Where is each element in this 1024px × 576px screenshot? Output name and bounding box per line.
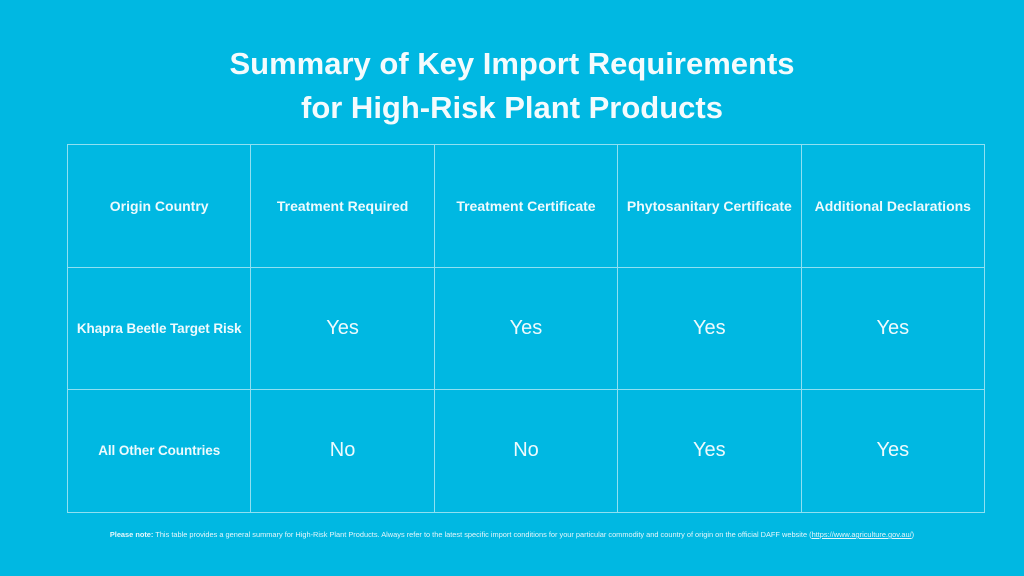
- header-phytosanitary-certificate: Phytosanitary Certificate: [617, 144, 802, 268]
- table-row: Khapra Beetle Target Risk Yes Yes Yes Ye…: [66, 266, 986, 391]
- cell-treatment-certificate: Yes: [433, 266, 619, 391]
- cell-treatment-required: Yes: [250, 266, 435, 391]
- cell-treatment-required: No: [250, 389, 435, 513]
- footnote-text: This table provides a general summary fo…: [153, 530, 812, 539]
- header-treatment-certificate: Treatment Certificate: [433, 144, 619, 268]
- cell-treatment-certificate: No: [433, 389, 619, 513]
- row-origin: Khapra Beetle Target Risk: [66, 266, 252, 391]
- footnote-suffix: ): [911, 530, 915, 539]
- cell-phytosanitary-certificate: Yes: [617, 266, 802, 391]
- page-title: Summary of Key Import Requirements for H…: [0, 42, 1024, 130]
- title-line-1: Summary of Key Import Requirements: [229, 46, 795, 81]
- requirements-table: Origin Country Treatment Required Treatm…: [66, 144, 986, 513]
- footnote: Please note: This table provides a gener…: [0, 530, 1024, 539]
- table-row: All Other Countries No No Yes Yes: [66, 389, 986, 513]
- daff-website-link[interactable]: https://www.agriculture.gov.au/: [811, 530, 912, 539]
- cell-additional-declarations: Yes: [800, 266, 986, 391]
- table-header-row: Origin Country Treatment Required Treatm…: [66, 144, 986, 268]
- cell-phytosanitary-certificate: Yes: [617, 389, 802, 513]
- header-treatment-required: Treatment Required: [250, 144, 435, 268]
- header-origin-country: Origin Country: [66, 144, 252, 268]
- row-origin: All Other Countries: [66, 389, 252, 513]
- cell-additional-declarations: Yes: [800, 389, 986, 513]
- footnote-label: Please note:: [109, 530, 154, 539]
- title-line-2: for High-Risk Plant Products: [301, 90, 723, 125]
- header-additional-declarations: Additional Declarations: [800, 144, 986, 268]
